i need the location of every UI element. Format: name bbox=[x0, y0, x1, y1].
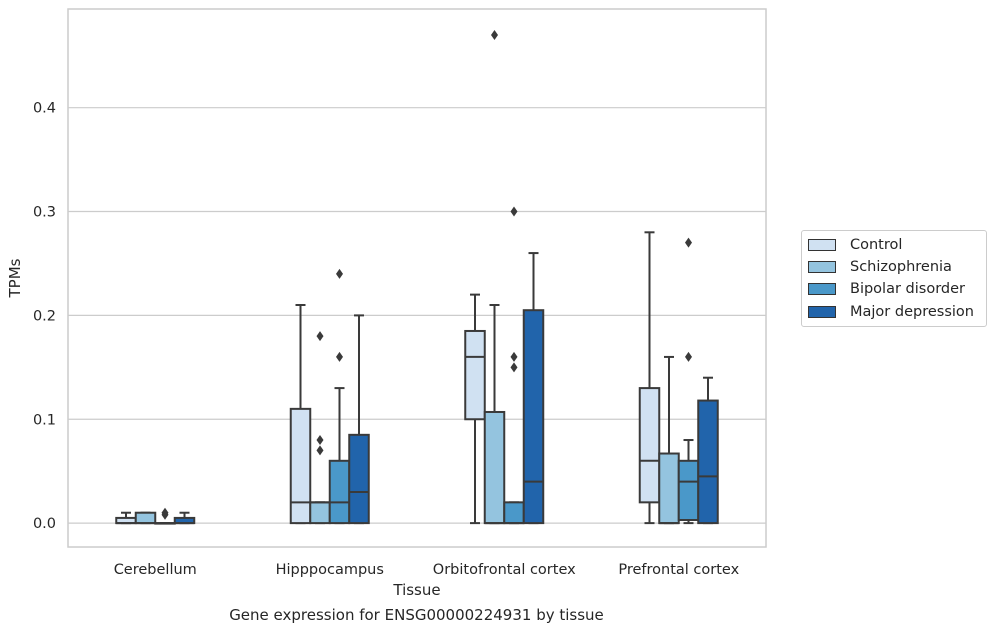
outlier-point bbox=[685, 351, 692, 362]
outlier-point bbox=[685, 237, 692, 248]
box-bipolar-disorder bbox=[154, 507, 176, 525]
box-body bbox=[522, 309, 545, 525]
x-tick-label: Cerebellum bbox=[114, 562, 197, 578]
box-body bbox=[134, 511, 157, 525]
legend-label-bipolar-disorder: Bipolar disorder bbox=[850, 281, 965, 297]
legend-item-bipolar-disorder: Bipolar disorder bbox=[808, 279, 965, 299]
box-body bbox=[348, 433, 370, 525]
outlier-point bbox=[336, 351, 343, 362]
box-body bbox=[503, 501, 525, 525]
legend-item-schizophrenia: Schizophrenia bbox=[808, 257, 952, 277]
legend-item-major-depression: Major depression bbox=[808, 302, 974, 322]
x-tick-label: Prefrontal cortex bbox=[618, 562, 739, 578]
outlier-point bbox=[316, 331, 324, 342]
box-control bbox=[289, 304, 312, 525]
box-major-depression bbox=[697, 376, 719, 525]
box-body bbox=[328, 459, 351, 525]
box-body bbox=[677, 459, 700, 521]
legend-label-major-depression: Major depression bbox=[850, 304, 974, 320]
legend-item-control: Control bbox=[808, 235, 902, 255]
box-schizophrenia bbox=[483, 29, 506, 525]
legend-swatch-bipolar-disorder bbox=[808, 283, 836, 295]
legend-label-control: Control bbox=[850, 237, 903, 253]
y-tick-label: 0.2 bbox=[33, 308, 56, 324]
box-series bbox=[115, 29, 719, 525]
legend: Control Schizophrenia Bipolar disorder M… bbox=[801, 230, 987, 327]
box-schizophrenia bbox=[309, 331, 331, 525]
x-tick-label: Hipppocampus bbox=[276, 562, 384, 578]
x-tick-label: Orbitofrontal cortex bbox=[433, 562, 576, 578]
legend-swatch-control bbox=[808, 239, 836, 251]
box-bipolar-disorder bbox=[677, 237, 700, 525]
x-axis-label: Tissue bbox=[392, 581, 440, 599]
y-axis-label: TPMs bbox=[6, 258, 24, 298]
outlier-point bbox=[316, 435, 324, 446]
box-control bbox=[464, 293, 486, 525]
box-schizophrenia bbox=[134, 511, 157, 525]
plot-frame bbox=[67, 8, 767, 548]
outlier-point bbox=[510, 351, 518, 362]
box-schizophrenia bbox=[658, 355, 680, 525]
box-major-depression bbox=[522, 252, 545, 525]
box-body bbox=[309, 501, 331, 525]
y-tick-label: 0.4 bbox=[33, 101, 56, 117]
box-control bbox=[115, 511, 137, 525]
box-body bbox=[697, 399, 719, 525]
chart-caption: Gene expression for ENSG00000224931 by t… bbox=[229, 606, 604, 624]
box-major-depression bbox=[173, 511, 196, 525]
legend-swatch-major-depression bbox=[808, 306, 836, 318]
y-tick-label: 0.1 bbox=[33, 412, 56, 428]
box-body bbox=[658, 452, 680, 525]
axis-ticks: 0.0 0.1 0.2 0.3 0.4 Cerebellum Hipppocampus Orb… bbox=[33, 101, 740, 578]
box-body bbox=[638, 387, 661, 504]
box-major-depression bbox=[348, 314, 370, 525]
box-control bbox=[638, 231, 661, 525]
y-tick-label: 0.3 bbox=[33, 205, 56, 221]
outlier-point bbox=[491, 29, 498, 40]
box-body bbox=[483, 410, 506, 525]
box-body bbox=[464, 329, 486, 421]
outlier-point bbox=[510, 362, 518, 373]
legend-swatch-schizophrenia bbox=[808, 261, 836, 273]
outlier-point bbox=[316, 445, 324, 456]
y-tick-label: 0.0 bbox=[33, 516, 56, 532]
box-bipolar-disorder bbox=[503, 206, 525, 525]
legend-label-schizophrenia: Schizophrenia bbox=[850, 259, 952, 275]
outlier-point bbox=[161, 507, 169, 518]
box-body bbox=[289, 407, 312, 525]
outlier-point bbox=[510, 206, 518, 217]
outlier-point bbox=[336, 268, 343, 279]
box-bipolar-disorder bbox=[328, 268, 351, 525]
